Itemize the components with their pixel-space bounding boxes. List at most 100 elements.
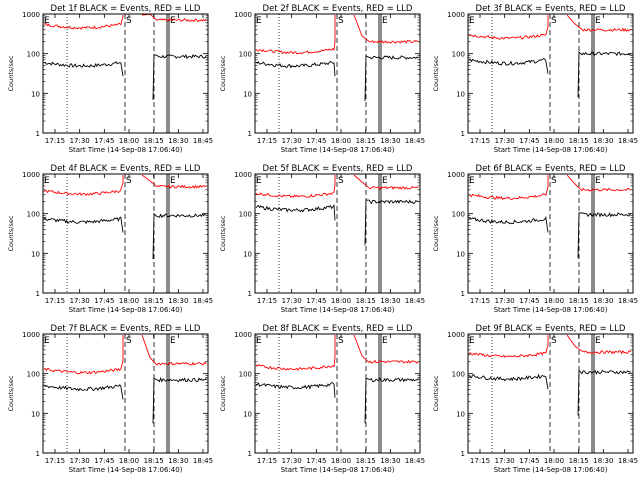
series-lld-segment bbox=[255, 335, 336, 371]
x-tick-label: 18:00 bbox=[544, 137, 564, 145]
x-tick-label: 18:00 bbox=[331, 457, 351, 465]
y-tick-label: 1000 bbox=[22, 171, 40, 179]
x-tick-label: 17:45 bbox=[519, 297, 539, 305]
x-axis-label: Start Time (14-Sep-08 17:06:40) bbox=[69, 466, 183, 474]
y-tick-label: 10 bbox=[456, 410, 465, 418]
x-tick-label: 18:30 bbox=[593, 457, 613, 465]
marker-label-s: S bbox=[126, 336, 132, 346]
x-tick-label: 18:15 bbox=[569, 457, 589, 465]
x-tick-label: 17:15 bbox=[470, 457, 490, 465]
detector-panel-1: Det 1f BLACK = Events, RED = LLD Counts/s… bbox=[7, 4, 213, 154]
x-axis-label: Start Time (14-Sep-08 17:06:40) bbox=[69, 306, 183, 314]
series-lld-segment bbox=[468, 335, 549, 358]
y-tick-label: 1000 bbox=[234, 331, 252, 339]
x-tick-label: 17:45 bbox=[519, 137, 539, 145]
plot-frame bbox=[254, 173, 421, 294]
series-events-segment bbox=[43, 60, 124, 77]
series-lld-segment bbox=[353, 174, 419, 191]
y-tick-label: 1000 bbox=[447, 11, 465, 19]
marker-label-s: S bbox=[126, 176, 132, 186]
y-tick-label: 100 bbox=[452, 371, 465, 379]
series-lld-segment bbox=[255, 15, 336, 55]
series-events-segment bbox=[364, 199, 419, 246]
x-tick-label: 17:30 bbox=[282, 137, 302, 145]
detector-panel-5: Det 5f BLACK = Events, RED = LLD Counts/s… bbox=[219, 164, 425, 314]
y-tick-label: 10 bbox=[456, 90, 465, 98]
y-tick-label: 100 bbox=[239, 371, 252, 379]
x-tick-label: 18:15 bbox=[144, 297, 164, 305]
x-axis-label: Start Time (14-Sep-08 17:06:40) bbox=[494, 466, 608, 474]
series-lld-segment bbox=[141, 13, 207, 23]
x-tick-label: 18:45 bbox=[405, 457, 425, 465]
x-tick-label: 17:15 bbox=[45, 297, 65, 305]
marker-label-s: S bbox=[551, 16, 557, 26]
series-events-segment bbox=[255, 60, 336, 77]
y-tick-label: 1 bbox=[248, 450, 252, 458]
plot-frame bbox=[254, 13, 421, 134]
y-tick-label: 100 bbox=[239, 211, 252, 219]
x-axis-label: Start Time (14-Sep-08 17:06:40) bbox=[281, 466, 395, 474]
x-tick-label: 17:45 bbox=[94, 297, 114, 305]
marker-label-e: E bbox=[256, 336, 262, 346]
y-tick-label: 1 bbox=[36, 450, 40, 458]
x-tick-label: 17:30 bbox=[282, 457, 302, 465]
x-tick-label: 17:45 bbox=[519, 457, 539, 465]
x-tick-label: 18:30 bbox=[380, 457, 400, 465]
x-tick-label: 18:15 bbox=[356, 137, 376, 145]
x-tick-label: 18:30 bbox=[168, 137, 188, 145]
x-tick-label: 17:15 bbox=[45, 137, 65, 145]
series-lld-segment bbox=[43, 15, 124, 30]
series-events-segment bbox=[255, 382, 336, 398]
x-tick-label: 18:30 bbox=[380, 137, 400, 145]
marker-label-s: S bbox=[338, 176, 344, 186]
plot-frame bbox=[467, 333, 634, 454]
panel-title: Det 3f BLACK = Events, RED = LLD bbox=[476, 4, 626, 14]
detector-panel-2: Det 2f BLACK = Events, RED = LLD Counts/s… bbox=[219, 4, 425, 154]
plot-frame bbox=[42, 173, 209, 294]
x-tick-label: 17:30 bbox=[70, 137, 90, 145]
marker-label-s: S bbox=[551, 336, 557, 346]
y-tick-label: 10 bbox=[31, 250, 40, 258]
y-axis-label: Counts/sec bbox=[7, 55, 15, 91]
y-tick-label: 1 bbox=[248, 290, 252, 298]
y-tick-label: 1 bbox=[461, 450, 465, 458]
y-axis-label: Counts/sec bbox=[432, 215, 440, 251]
y-tick-label: 1000 bbox=[447, 331, 465, 339]
x-tick-label: 18:15 bbox=[569, 137, 589, 145]
x-tick-label: 18:15 bbox=[144, 137, 164, 145]
y-tick-label: 10 bbox=[456, 250, 465, 258]
x-tick-label: 18:15 bbox=[356, 297, 376, 305]
series-lld-segment bbox=[43, 175, 124, 197]
series-lld-segment bbox=[566, 14, 632, 32]
y-axis-label: Counts/sec bbox=[219, 55, 227, 91]
series-lld-segment bbox=[353, 14, 419, 44]
series-lld-segment bbox=[141, 174, 207, 189]
y-tick-label: 1 bbox=[36, 290, 40, 298]
marker-label-s: S bbox=[126, 16, 132, 26]
x-tick-label: 18:15 bbox=[356, 457, 376, 465]
plot-frame bbox=[254, 333, 421, 454]
x-axis-label: Start Time (14-Sep-08 17:06:40) bbox=[281, 306, 395, 314]
y-tick-label: 1000 bbox=[22, 11, 40, 19]
y-tick-label: 10 bbox=[243, 90, 252, 98]
x-tick-label: 18:45 bbox=[618, 297, 638, 305]
y-axis-label: Counts/sec bbox=[219, 215, 227, 251]
x-tick-label: 18:45 bbox=[193, 297, 213, 305]
series-lld-segment bbox=[353, 334, 419, 364]
series-lld-segment bbox=[255, 175, 336, 199]
x-tick-label: 18:00 bbox=[544, 297, 564, 305]
y-tick-label: 100 bbox=[239, 51, 252, 59]
x-tick-label: 17:30 bbox=[70, 457, 90, 465]
x-tick-label: 18:30 bbox=[168, 297, 188, 305]
y-tick-label: 1 bbox=[36, 130, 40, 138]
x-axis-label: Start Time (14-Sep-08 17:06:40) bbox=[494, 306, 608, 314]
x-tick-label: 17:15 bbox=[257, 457, 277, 465]
series-events-segment bbox=[577, 212, 632, 259]
series-events-segment bbox=[43, 216, 124, 233]
panel-title: Det 9f BLACK = Events, RED = LLD bbox=[476, 324, 626, 334]
series-events-segment bbox=[468, 373, 549, 390]
x-axis-label: Start Time (14-Sep-08 17:06:40) bbox=[494, 146, 608, 154]
x-tick-label: 17:30 bbox=[282, 297, 302, 305]
y-tick-label: 1 bbox=[461, 290, 465, 298]
x-tick-label: 18:45 bbox=[618, 457, 638, 465]
